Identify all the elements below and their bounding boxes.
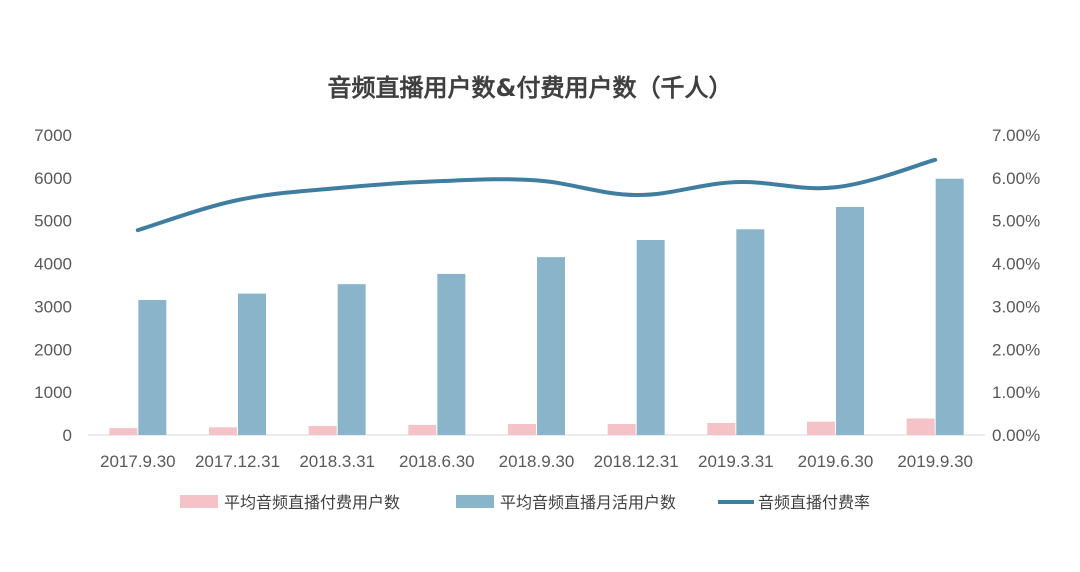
- paid-users-bar: [607, 424, 636, 435]
- mau-bar: [138, 300, 167, 435]
- right-axis-tick-label: 2.00%: [992, 340, 1040, 359]
- legend-label: 平均音频直播付费用户数: [224, 493, 400, 512]
- paid-users-bar: [308, 426, 337, 435]
- legend-swatch: [456, 495, 494, 508]
- left-axis: 0 1000 2000 3000 4000 5000 6000 7000: [34, 126, 72, 445]
- mau-bar: [736, 229, 765, 435]
- paid-users-bar: [408, 424, 437, 435]
- paid-users-bar: [707, 423, 736, 435]
- right-axis-tick-label: 1.00%: [992, 383, 1040, 402]
- mau-bar: [935, 178, 964, 435]
- x-axis-tick-label: 2019.6.30: [798, 452, 874, 471]
- paid-users-bar: [508, 424, 536, 435]
- mau-bar: [636, 240, 665, 435]
- line-series-group: [135, 157, 938, 233]
- x-axis-tick-label: 2018.6.30: [399, 452, 475, 471]
- legend: 平均音频直播付费用户数 平均音频直播月活用户数 音频直播付费率: [180, 493, 870, 512]
- right-axis-tick-label: 5.00%: [992, 212, 1040, 231]
- right-axis-tick-label: 7.00%: [992, 126, 1040, 145]
- legend-mau: 平均音频直播月活用户数: [456, 493, 676, 512]
- left-axis-tick-label: 5000: [34, 212, 72, 231]
- right-axis-tick-label: 3.00%: [992, 297, 1040, 316]
- paid-users-bar: [109, 428, 138, 435]
- mau-bar: [537, 257, 565, 435]
- payment-rate-line: [135, 157, 938, 233]
- x-axis-tick-label: 2018.9.30: [499, 452, 575, 471]
- x-axis-tick-label: 2019.3.31: [698, 452, 774, 471]
- right-axis: 0.00% 1.00% 2.00% 3.00% 4.00% 5.00% 6.00% 7.00%: [992, 126, 1040, 445]
- mau-bar: [437, 273, 466, 435]
- chart-title: 音频直播用户数&付费用户数（千人）: [328, 74, 733, 102]
- bars-group: [109, 178, 964, 435]
- left-axis-tick-label: 1000: [34, 383, 72, 402]
- left-axis-tick-label: 7000: [34, 126, 72, 145]
- mau-bar: [836, 207, 864, 435]
- left-axis-tick-label: 2000: [34, 340, 72, 359]
- legend-swatch: [180, 495, 218, 508]
- right-axis-tick-label: 4.00%: [992, 255, 1040, 274]
- paid-users-bar: [906, 418, 935, 435]
- legend-label: 音频直播付费率: [758, 493, 870, 512]
- legend-payment-rate: 音频直播付费率: [718, 493, 870, 512]
- paid-users-bar: [209, 427, 237, 435]
- left-axis-tick-label: 3000: [34, 297, 72, 316]
- right-axis-tick-label: 0.00%: [992, 426, 1040, 445]
- left-axis-tick-label: 4000: [34, 255, 72, 274]
- right-axis-tick-label: 6.00%: [992, 169, 1040, 188]
- x-axis-tick-label: 2017.12.31: [195, 452, 280, 471]
- x-axis-tick-label: 2018.3.31: [299, 452, 375, 471]
- mau-bar: [238, 293, 266, 435]
- x-axis-tick-label: 2019.9.30: [897, 452, 973, 471]
- x-axis: 2017.9.30 2017.12.31 2018.3.31 2018.6.30 201…: [88, 434, 985, 471]
- x-axis-tick-label: 2017.9.30: [100, 452, 176, 471]
- left-axis-tick-label: 6000: [34, 169, 72, 188]
- legend-label: 平均音频直播月活用户数: [500, 493, 676, 512]
- x-axis-tick-label: 2018.12.31: [594, 452, 679, 471]
- mau-bar: [337, 284, 366, 435]
- left-axis-tick-label: 0: [63, 426, 72, 445]
- legend-paid-users: 平均音频直播付费用户数: [180, 493, 400, 512]
- paid-users-bar: [807, 421, 835, 435]
